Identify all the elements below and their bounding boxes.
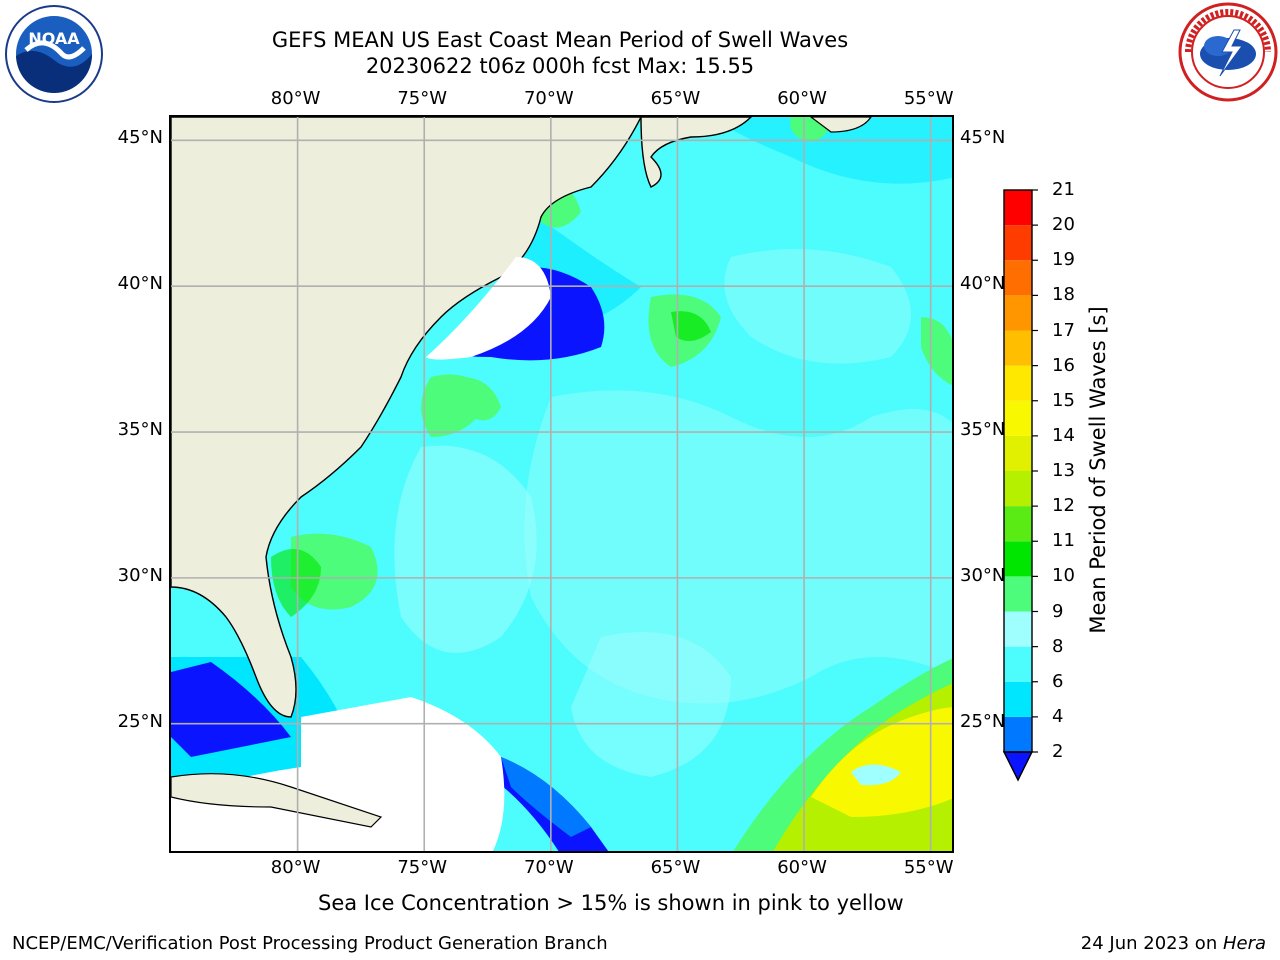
colorbar-swatch xyxy=(1004,435,1032,471)
nova-scotia-land xyxy=(640,117,752,188)
newfoundland-land xyxy=(810,117,872,133)
colorbar-under-arrow xyxy=(1002,751,1034,782)
zone-8-9s xyxy=(524,390,952,704)
zone-10-11s-mid xyxy=(671,311,711,341)
colorbar-tick-label: 2 xyxy=(1052,741,1064,762)
lat-tick-label: 30°N xyxy=(117,564,163,586)
nws-logo-icon xyxy=(1178,2,1278,102)
lon-tick-label: 55°W xyxy=(903,857,954,878)
cuba-land xyxy=(171,773,383,828)
lon-tick-label: 55°W xyxy=(903,88,954,109)
lon-tick-label: 80°W xyxy=(270,88,321,109)
lon-tick-label: 70°W xyxy=(523,88,574,109)
lat-tick-label: 40°N xyxy=(117,273,163,295)
lat-tick-label: 35°N xyxy=(960,419,1006,441)
chart-title: GEFS MEAN US East Coast Mean Period of S… xyxy=(271,28,849,52)
lat-tick-label: 35°N xyxy=(117,419,163,441)
lon-tick-label: 65°W xyxy=(650,88,701,109)
zone-8-9s-south xyxy=(571,632,731,777)
lat-tick-label: 45°N xyxy=(117,127,163,149)
lat-tick-label: 25°N xyxy=(960,710,1006,732)
footnote: Sea Ice Concentration > 15% is shown in … xyxy=(318,891,904,915)
colorbar-swatch xyxy=(1004,190,1032,226)
zone-8-9s-north xyxy=(724,249,911,364)
datestamp: 24 Jun 2023 on Hera xyxy=(1081,933,1266,954)
lat-tick-label: 30°N xyxy=(960,564,1006,586)
chart-subtitle: 20230622 t06z 000h fcst Max: 15.55 xyxy=(365,54,755,78)
masked-caribbean xyxy=(171,697,505,851)
colorbar-tick-label: 15 xyxy=(1052,389,1075,411)
zone-under-2s-gulf xyxy=(171,662,291,757)
lon-tick-label: 70°W xyxy=(523,857,574,878)
colorbar-swatch xyxy=(1004,365,1032,401)
colorbar-tick-label: 17 xyxy=(1052,319,1075,341)
colorbar-tick-label: 10 xyxy=(1052,565,1075,587)
colorbar-swatch xyxy=(1004,295,1032,331)
colorbar-tick-label: 14 xyxy=(1052,424,1075,446)
colorbar-swatch xyxy=(1004,330,1032,366)
swell-period-map xyxy=(171,117,952,851)
lon-tick-label: 75°W xyxy=(397,857,448,878)
colorbar-label: Mean Period of Swell Waves [s] xyxy=(1086,306,1110,634)
colorbar-tick-label: 13 xyxy=(1052,460,1075,481)
noaa-logo-text: NOAA xyxy=(28,29,80,48)
lon-tick-label: 65°W xyxy=(650,857,701,878)
zone-eye-tropic xyxy=(851,764,901,786)
lat-tick-label: 40°N xyxy=(960,273,1006,295)
colorbar-tick-label: 21 xyxy=(1052,179,1075,200)
colorbar-swatch xyxy=(1004,471,1032,507)
lon-tick-label: 80°W xyxy=(270,857,321,878)
colorbar-tick-label: 8 xyxy=(1052,635,1064,657)
zone-10-11s-fl xyxy=(271,549,321,617)
colorbar-tick-label: 9 xyxy=(1052,600,1064,622)
zone-8-9s-west xyxy=(394,445,537,653)
zone-9-10s-east xyxy=(921,317,952,386)
colorbar-tick-label: 18 xyxy=(1052,284,1075,306)
map-panel xyxy=(169,115,954,853)
colorbar-tick-label: 6 xyxy=(1052,670,1064,692)
colorbar-tick-label: 4 xyxy=(1052,705,1064,727)
lat-tick-label: 45°N xyxy=(960,127,1006,149)
zone-2-4s-antilles xyxy=(501,757,591,837)
machine-name: Hera xyxy=(1222,933,1266,954)
noaa-logo-icon: NOAA xyxy=(5,5,103,103)
credit-line: NCEP/EMC/Verification Post Processing Pr… xyxy=(12,933,608,954)
date-text: 24 Jun 2023 on xyxy=(1080,933,1223,954)
zone-4-6s-ne xyxy=(711,117,952,184)
colorbar-swatch xyxy=(1004,506,1032,542)
colorbar-swatch xyxy=(1004,611,1032,647)
colorbar-tick-label: 11 xyxy=(1052,530,1075,552)
zone-14-15s-tropic xyxy=(811,707,952,817)
colorbar-tick-label: 12 xyxy=(1052,495,1075,517)
colorbar-tick-label: 16 xyxy=(1052,354,1075,376)
us-landmass xyxy=(171,117,642,718)
zone-9-10s-hatteras-2 xyxy=(461,377,501,421)
masked-shelf xyxy=(426,257,551,360)
lon-tick-label: 75°W xyxy=(397,88,448,109)
colorbar-tick-label: 20 xyxy=(1052,214,1075,236)
lon-tick-label: 60°W xyxy=(777,857,827,878)
colorbar-tick-label: 19 xyxy=(1052,249,1075,271)
colorbar-swatch xyxy=(1004,646,1032,682)
lat-tick-label: 25°N xyxy=(117,710,163,732)
lon-tick-label: 60°W xyxy=(777,88,827,109)
colorbar-swatch xyxy=(1004,225,1032,261)
